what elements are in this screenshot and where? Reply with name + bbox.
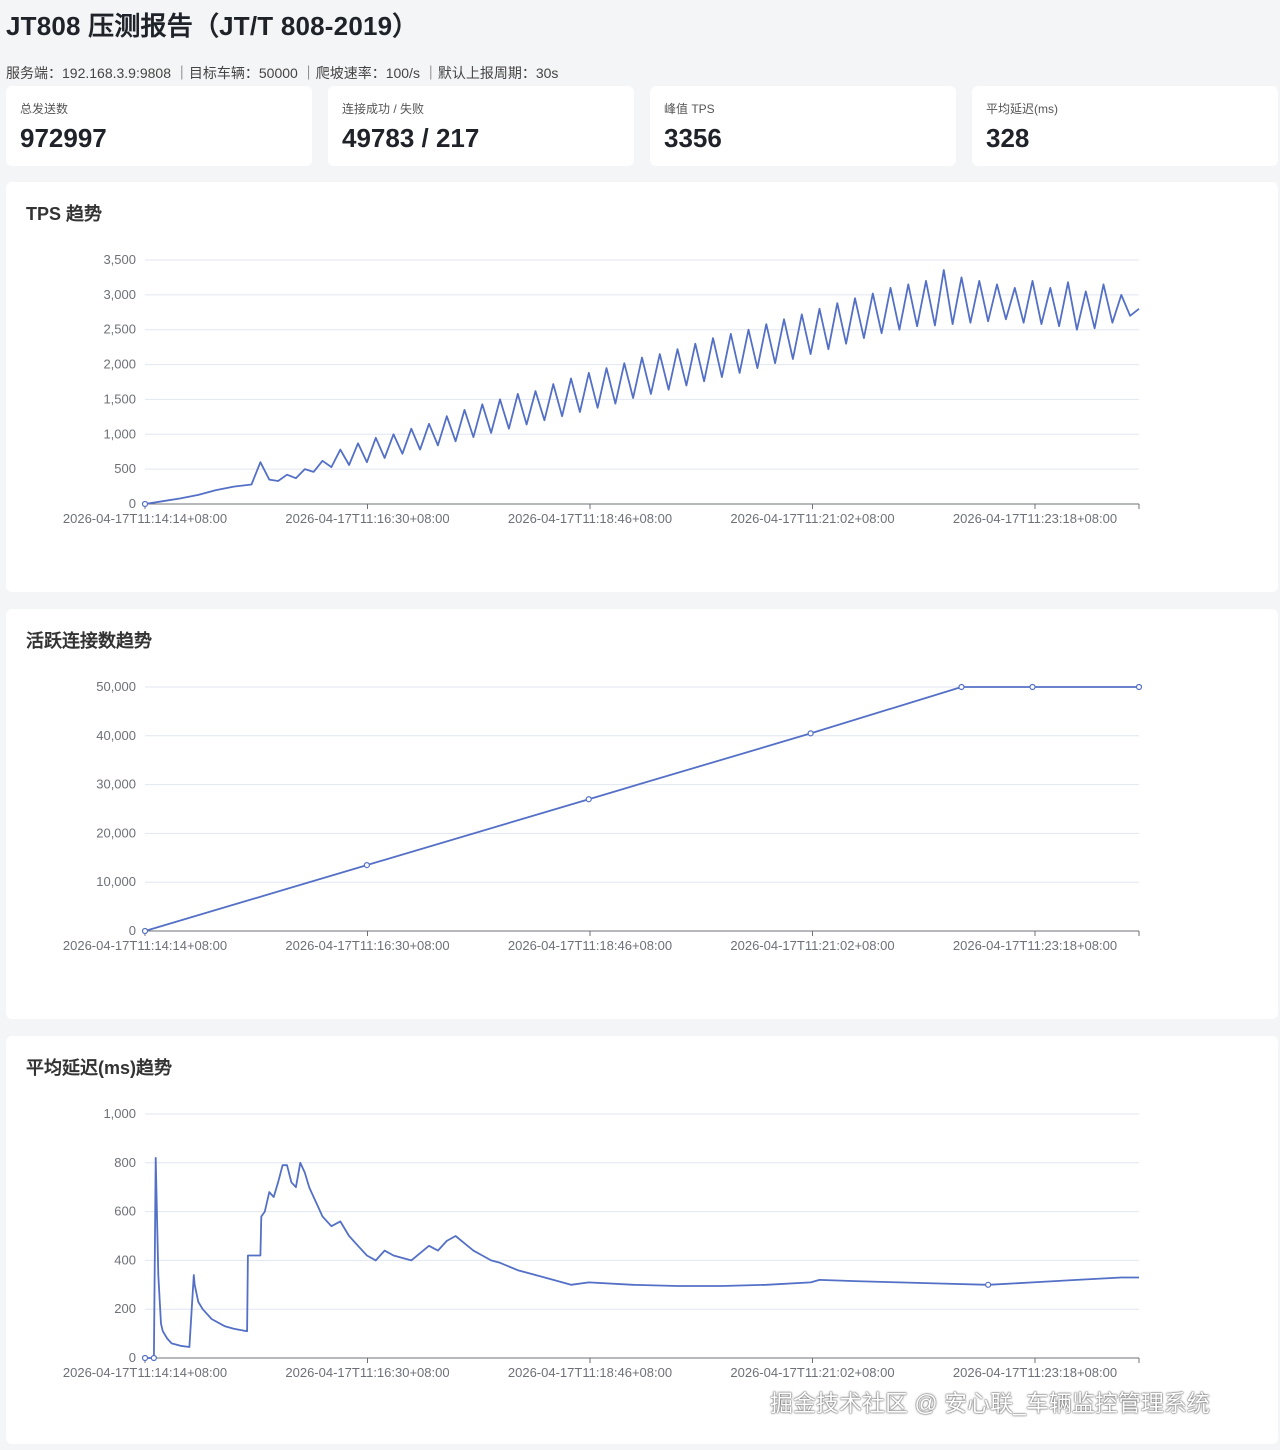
y-tick-label: 1,000 [103,426,136,441]
x-tick-label: 2026-04-17T11:23:18+08:00 [953,1365,1117,1380]
y-tick-label: 10,000 [96,874,136,889]
data-point [363,862,370,869]
watermark: 掘金技术社区 @ 安心联_车辆监控管理系统 [770,1390,1210,1416]
x-tick-label: 2026-04-17T11:14:14+08:00 [63,511,227,526]
y-tick-label: 800 [114,1155,136,1170]
chart-title: TPS 趋势 [26,204,103,224]
stat-card-avg-latency: 平均延迟(ms) 328 [972,86,1278,166]
chart-title: 活跃连接数趋势 [26,631,152,651]
stat-value: 49783 / 217 [342,123,480,153]
y-tick-label: 400 [114,1252,136,1267]
y-tick-label: 3,500 [103,252,136,267]
test-config-summary: 服务端：192.168.3.9:9808 ｜目标车辆：50000 ｜爬坡速率：1… [6,65,559,81]
series-line [144,686,1139,932]
x-tick-label: 2026-04-17T11:14:14+08:00 [63,1365,227,1380]
stat-card-peak-tps: 峰值 TPS 3356 [650,86,956,166]
stat-card-total-sent: 总发送数 972997 [6,86,312,166]
latency-chart[interactable]: 0 200 400 600 800 1,000 2026-04-17T11:14:14+08… [6,1036,1278,1444]
y-tick-label: 1,000 [103,1106,136,1121]
y-tick-label: 600 [114,1204,136,1219]
data-point [985,1281,992,1288]
x-tick-label: 2026-04-17T11:21:02+08:00 [730,938,894,953]
x-tick-label: 2026-04-17T11:18:46+08:00 [508,938,672,953]
stat-label: 总发送数 [20,102,69,116]
data-point [585,796,592,803]
stat-label: 平均延迟(ms) [986,102,1058,116]
x-tick-label: 2026-04-17T11:23:18+08:00 [953,938,1117,953]
stat-card-connections: 连接成功 / 失败 49783 / 217 [328,86,634,166]
data-point [150,1354,157,1362]
x-tick-label: 2026-04-17T11:16:30+08:00 [285,511,449,526]
y-tick-label: 0 [129,923,136,938]
data-point [1135,683,1143,691]
chart-title: 平均延迟(ms)趋势 [26,1058,173,1078]
y-tick-label: 30,000 [96,777,136,792]
stat-label: 连接成功 / 失败 [342,102,425,116]
y-tick-label: 50,000 [96,679,136,694]
x-tick-label: 2026-04-17T11:23:18+08:00 [953,511,1117,526]
tps-chart[interactable]: 0 500 1,000 1,500 2,000 2,500 3,000 3,500 2026-0… [6,182,1278,592]
series-line [145,1157,1139,1359]
tps-chart-panel: TPS 趋势 0 500 1,000 1,500 2,000 2,500 3,000 3,50… [6,182,1278,592]
data-point [141,1354,149,1362]
y-tick-label: 0 [129,1350,136,1365]
y-tick-label: 0 [129,496,136,511]
y-tick-label: 2,000 [103,357,136,372]
x-tick-label: 2026-04-17T11:18:46+08:00 [508,511,672,526]
x-tick-label: 2026-04-17T11:18:46+08:00 [508,1365,672,1380]
stat-value: 3356 [664,123,722,153]
stat-value: 328 [986,123,1030,153]
stat-label: 峰值 TPS [664,102,715,116]
data-point [141,927,149,935]
latency-chart-panel: 平均延迟(ms)趋势 0 200 400 600 800 1,000 2026-04-17T… [6,1036,1278,1444]
x-tick-label: 2026-04-17T11:16:30+08:00 [285,938,449,953]
connections-chart-panel: 活跃连接数趋势 0 10,000 20,000 30,000 40,000 50,000 2… [6,609,1278,1019]
x-tick-label: 2026-04-17T11:21:02+08:00 [730,1365,894,1380]
stats-row: 总发送数 972997 连接成功 / 失败 49783 / 217 峰值 TPS… [6,86,1278,166]
y-tick-label: 1,500 [103,391,136,406]
x-tick-label: 2026-04-17T11:16:30+08:00 [285,1365,449,1380]
y-tick-label: 20,000 [96,825,136,840]
y-tick-label: 2,500 [103,322,136,337]
page-title: JT808 压测报告（JT/T 808-2019） [6,11,419,41]
x-tick-label: 2026-04-17T11:14:14+08:00 [63,938,227,953]
series-line [144,269,1140,505]
data-point [807,730,814,737]
data-point [141,500,149,508]
y-tick-label: 3,000 [103,287,136,302]
data-point [1029,683,1036,691]
y-tick-label: 200 [114,1301,136,1316]
connections-chart[interactable]: 0 10,000 20,000 30,000 40,000 50,000 2026-04-1… [6,609,1278,1019]
x-tick-label: 2026-04-17T11:21:02+08:00 [730,511,894,526]
data-point [958,683,965,691]
y-tick-label: 40,000 [96,728,136,743]
y-tick-label: 500 [114,461,136,476]
stat-value: 972997 [20,123,107,153]
